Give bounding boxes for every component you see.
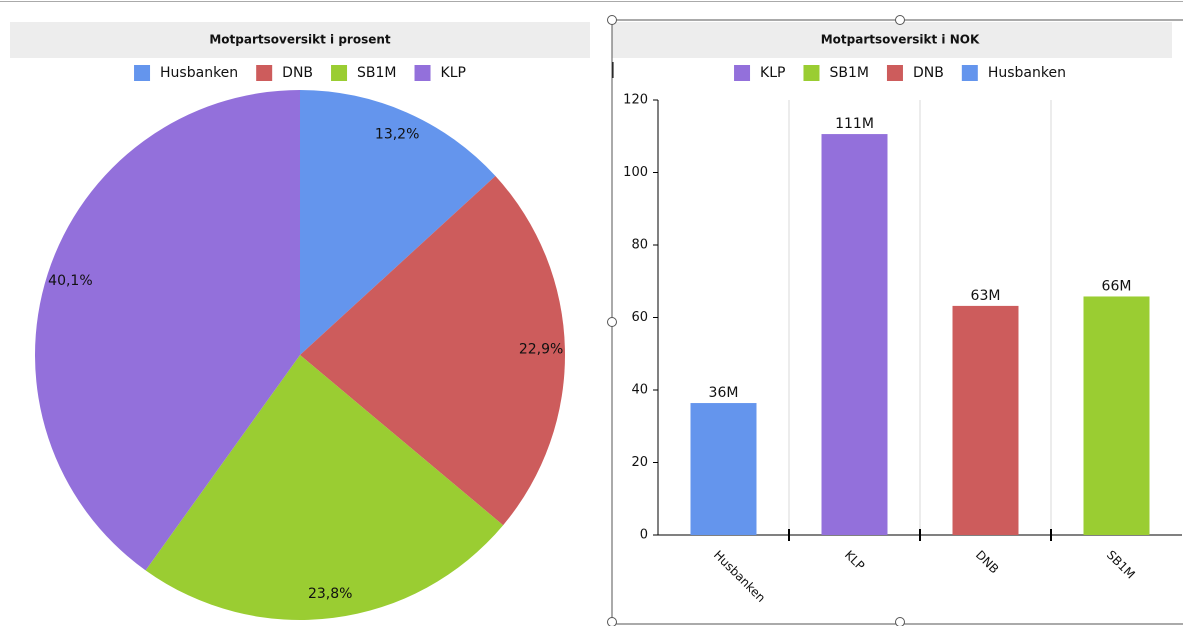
legend-swatch <box>961 65 978 81</box>
bar <box>952 305 1019 535</box>
chart-title: Motpartsoversikt i NOK <box>821 33 980 47</box>
chart-title: Motpartsoversikt i prosent <box>209 33 391 47</box>
data-label: 36M <box>709 385 739 401</box>
x-tick-label: KLP <box>842 548 867 573</box>
y-tick-label: 80 <box>631 238 648 253</box>
legend-label: Husbanken <box>988 65 1066 81</box>
data-label: 111M <box>835 116 874 132</box>
bar <box>690 403 757 535</box>
y-tick-label: 120 <box>623 93 648 108</box>
data-label: 22,9% <box>519 342 563 358</box>
data-label: 40,1% <box>48 273 92 289</box>
y-tick-label: 60 <box>631 310 648 325</box>
legend-label: SB1M <box>357 65 396 81</box>
legend-swatch <box>414 65 431 81</box>
bar <box>821 134 888 535</box>
bar <box>1083 296 1150 535</box>
legend-label: KLP <box>760 65 785 81</box>
legend-swatch <box>256 65 273 81</box>
legend-swatch <box>734 65 751 81</box>
data-label: 13,2% <box>375 126 419 142</box>
x-tick-label: Husbanken <box>711 548 768 605</box>
title-bar <box>10 22 590 58</box>
pie-slice <box>300 176 565 526</box>
x-tick-label: SB1M <box>1104 548 1138 582</box>
title-bar <box>612 22 1172 58</box>
legend-label: Husbanken <box>160 65 238 81</box>
selection-frame <box>607 15 1183 626</box>
y-tick-label: 40 <box>631 383 648 398</box>
legend-label: SB1M <box>829 65 868 81</box>
legend-label: KLP <box>441 65 466 81</box>
legend-label: DNB <box>913 65 944 81</box>
data-label: 23,8% <box>308 586 352 602</box>
legend-label: DNB <box>282 65 313 81</box>
pie-slice <box>34 90 300 571</box>
y-tick-label: 20 <box>631 455 648 470</box>
legend-swatch <box>331 65 348 81</box>
legend-swatch <box>134 65 151 81</box>
pie-slice <box>145 355 504 620</box>
pie-slice <box>300 90 496 355</box>
data-label: 63M <box>971 288 1001 304</box>
data-label: 66M <box>1102 278 1132 294</box>
x-tick-label: DNB <box>973 548 1002 577</box>
legend-swatch <box>803 65 820 81</box>
y-tick-label: 100 <box>623 165 648 180</box>
legend-swatch <box>886 65 903 81</box>
y-tick-label: 0 <box>640 528 648 543</box>
